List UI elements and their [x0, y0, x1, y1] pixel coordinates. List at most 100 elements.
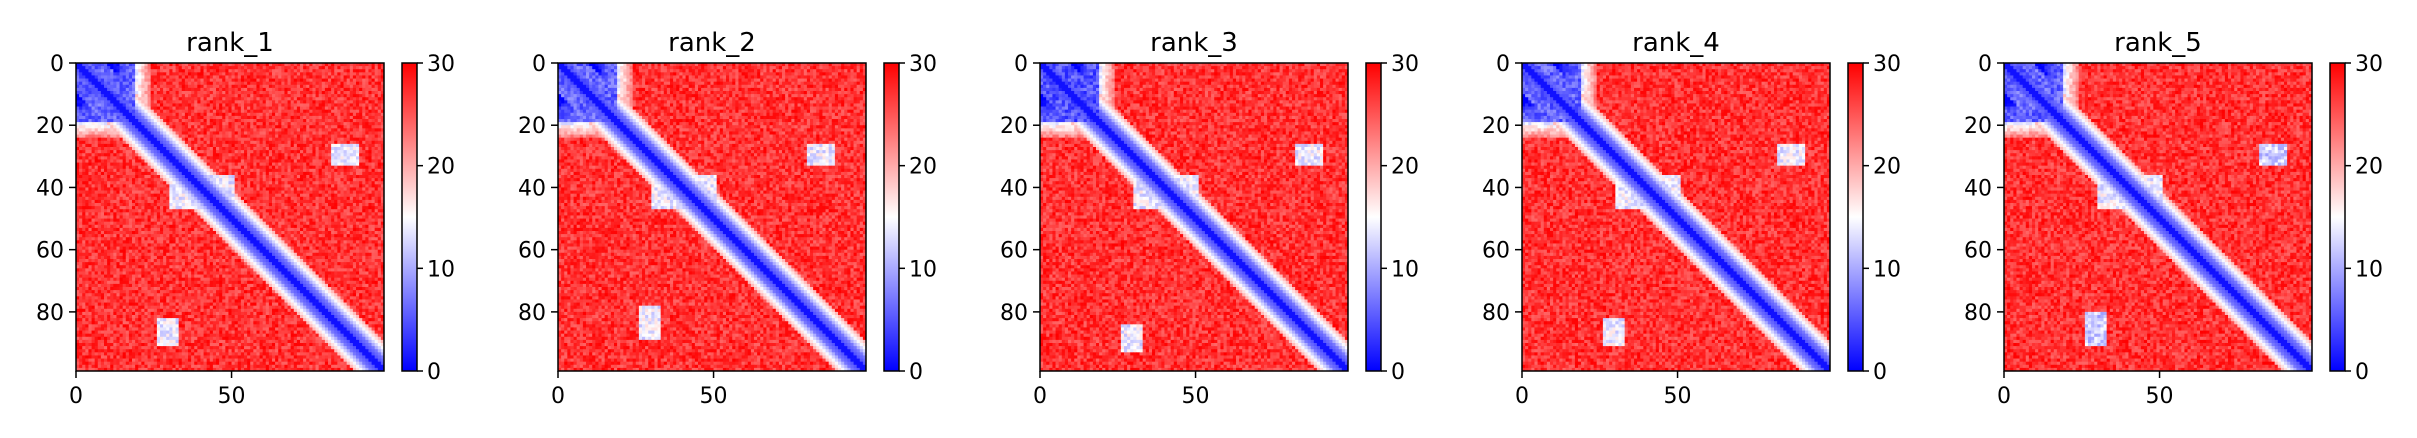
heatmap-cell: [231, 203, 236, 207]
heatmap-cell: [237, 156, 242, 160]
heatmap-cell: [237, 147, 242, 151]
heatmap-cell: [346, 190, 351, 195]
heatmap-cell: [262, 190, 267, 195]
heatmap-cell: [178, 106, 183, 111]
heatmap-cell: [178, 199, 183, 204]
heatmap-cell: [343, 94, 348, 98]
heatmap-cell: [132, 66, 136, 70]
heatmap-cell: [340, 203, 344, 207]
heatmap-cell: [334, 153, 338, 157]
heatmap-cell: [141, 178, 145, 182]
heatmap-cell: [82, 162, 86, 167]
heatmap-cell: [200, 78, 204, 83]
heatmap-cell: [328, 103, 332, 107]
heatmap-cell: [380, 140, 385, 145]
heatmap-cell: [82, 91, 86, 95]
heatmap-cell: [371, 178, 376, 182]
heatmap-cell: [166, 72, 170, 76]
heatmap-cell: [337, 109, 341, 114]
heatmap-cell: [340, 147, 344, 151]
heatmap-cell: [91, 181, 96, 185]
heatmap-cell: [203, 81, 208, 86]
heatmap-cell: [281, 196, 285, 201]
heatmap-cell: [76, 103, 80, 107]
heatmap-cell: [244, 119, 248, 123]
heatmap-cell: [312, 119, 316, 123]
heatmap-cell: [85, 190, 89, 195]
heatmap-cell: [247, 100, 251, 104]
heatmap-cell: [290, 81, 295, 86]
heatmap-cell: [240, 181, 245, 185]
heatmap-cell: [328, 109, 332, 114]
heatmap-cell: [97, 209, 102, 213]
heatmap-cell: [132, 87, 136, 92]
heatmap-cell: [128, 190, 133, 195]
heatmap-cell: [328, 100, 332, 104]
heatmap-cell: [340, 209, 344, 213]
heatmap-cell: [362, 203, 366, 207]
heatmap-cell: [234, 94, 239, 98]
heatmap-cell: [222, 137, 226, 142]
heatmap-cell: [303, 94, 307, 98]
heatmap-cell: [315, 168, 320, 173]
heatmap-cell: [107, 106, 111, 111]
heatmap-cell: [256, 143, 260, 148]
heatmap-cell: [272, 87, 276, 92]
heatmap-cell: [268, 199, 273, 204]
heatmap-cell: [244, 171, 248, 176]
heatmap-cell: [300, 91, 304, 95]
heatmap-cell: [97, 193, 102, 198]
heatmap-cell: [135, 128, 139, 132]
heatmap-cell: [331, 87, 335, 92]
heatmap-cell: [331, 206, 335, 210]
heatmap-cell: [212, 190, 217, 195]
heatmap-cell: [225, 175, 229, 179]
heatmap-cell: [284, 84, 288, 89]
heatmap-cell: [97, 162, 102, 167]
heatmap-cell: [228, 168, 232, 173]
heatmap-cell: [125, 187, 130, 191]
heatmap-cell: [324, 78, 329, 83]
heatmap-cell: [88, 218, 92, 223]
heatmap-cell: [225, 94, 229, 98]
heatmap-cell: [147, 134, 152, 139]
heatmap-cell: [122, 87, 127, 92]
heatmap-cell: [359, 184, 363, 188]
heatmap-cell: [293, 66, 298, 70]
heatmap-cell: [293, 100, 298, 104]
heatmap-cell: [119, 168, 124, 173]
heatmap-cell: [200, 94, 204, 98]
heatmap-cell: [181, 115, 186, 120]
heatmap-cell: [331, 94, 335, 98]
heatmap-cell: [324, 91, 329, 95]
heatmap-cell: [200, 137, 204, 142]
heatmap-cell: [225, 115, 229, 120]
heatmap-cell: [197, 87, 201, 92]
heatmap-cell: [150, 178, 155, 182]
heatmap-cell: [79, 143, 83, 148]
heatmap-cell: [331, 66, 335, 70]
heatmap-cell: [113, 196, 117, 201]
heatmap-cell: [380, 215, 385, 219]
heatmap-cell: [321, 131, 326, 135]
heatmap-cell: [281, 190, 285, 195]
heatmap-cell: [153, 134, 158, 139]
heatmap-cell: [156, 209, 161, 213]
heatmap-cell: [321, 115, 326, 120]
heatmap-cell: [82, 165, 86, 170]
heatmap-cell: [141, 181, 145, 185]
heatmap-cell: [169, 97, 173, 101]
heatmap-cell: [206, 209, 211, 213]
heatmap-cell: [374, 159, 379, 163]
heatmap-cell: [156, 168, 161, 173]
heatmap-cell: [163, 162, 167, 167]
heatmap-cell: [247, 87, 251, 92]
heatmap-cell: [334, 165, 338, 170]
heatmap-cell: [132, 106, 136, 111]
heatmap-cell: [104, 94, 108, 98]
heatmap-cell: [128, 193, 133, 198]
heatmap-cell: [380, 103, 385, 107]
heatmap-cell: [340, 175, 344, 179]
heatmap-cell: [85, 178, 89, 182]
heatmap-cell: [147, 153, 152, 157]
